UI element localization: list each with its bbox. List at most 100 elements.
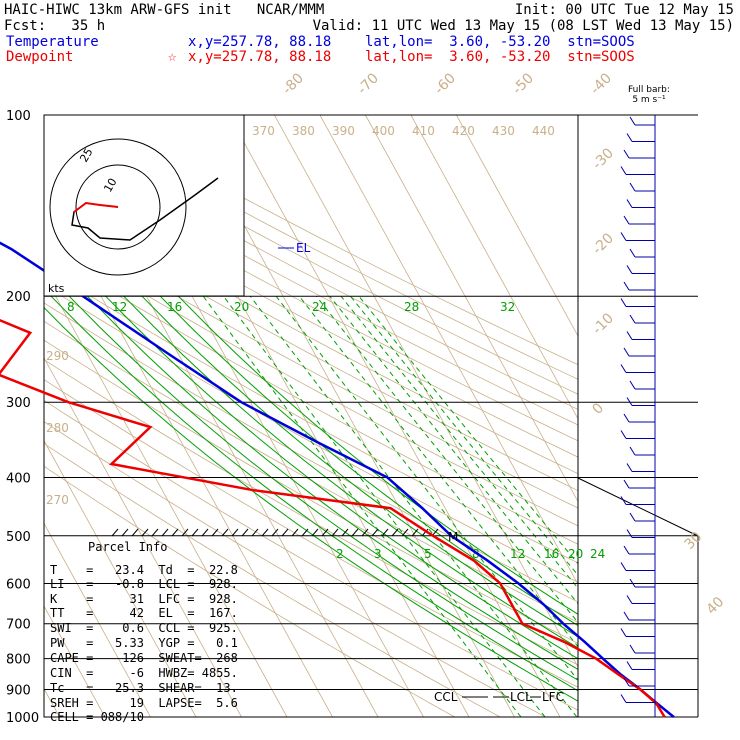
theta-label: 270	[46, 493, 69, 507]
barb-legend-line2: 5 m s⁻¹	[632, 95, 666, 105]
isotherm-line	[456, 115, 578, 337]
hatch-mark	[171, 528, 179, 537]
wind-barb-flag	[620, 166, 627, 175]
temperature-profile	[0, 241, 675, 718]
pressure-tick-label: 100	[6, 109, 31, 124]
wind-barb-flag	[629, 446, 636, 456]
hatch-mark	[371, 528, 379, 537]
hatch-mark	[161, 528, 169, 537]
hatch-mark	[201, 528, 209, 537]
wind-barb-flag	[620, 232, 627, 241]
wind-barb-flag	[620, 298, 627, 307]
isotherm-label: -20	[590, 230, 617, 257]
mixing-ratio-label: 3	[374, 547, 382, 561]
dry-adiabat-line	[92, 115, 578, 366]
forecast-hour: Fcst: 35 h	[4, 18, 106, 34]
wind-barb-flag	[623, 347, 630, 357]
wind-barb-flag	[626, 265, 633, 274]
hatch-mark	[351, 528, 359, 537]
hatch-mark	[231, 528, 239, 537]
dry-adiabat-line	[44, 201, 578, 492]
wind-barb-flag	[626, 529, 633, 538]
mixing-ratio-label: 8	[67, 300, 75, 314]
pressure-tick-label: 300	[6, 396, 31, 411]
wind-barb-flag	[629, 644, 636, 654]
parcel-row: PW = 5.33 YGP = 0.1	[50, 636, 238, 650]
mixing-ratio-line	[315, 295, 578, 624]
hatch-mark	[141, 528, 149, 537]
isotherm-label: -30	[590, 145, 617, 172]
hatch-mark	[321, 528, 329, 537]
annotation-m: M	[448, 530, 458, 544]
parcel-row: Tc = 25.3 SHEAR= 13.	[50, 681, 238, 695]
isotherm-label: -50	[510, 70, 537, 97]
mixing-ratio-line	[350, 295, 578, 576]
mixing-ratio-label: 16	[167, 300, 182, 314]
wind-barb-flag	[623, 479, 630, 489]
theta-label: 400	[372, 124, 395, 138]
frame-diagonal	[577, 477, 699, 537]
isotherm-line	[44, 357, 242, 717]
hatch-mark	[151, 528, 159, 537]
hodograph-box	[43, 114, 245, 297]
wind-barb-flag	[626, 661, 633, 670]
mixing-ratio-line	[249, 295, 578, 717]
wind-barb-flag	[623, 413, 630, 423]
wind-barb-flag	[623, 677, 630, 687]
wind-barb-flag	[626, 133, 633, 142]
wind-barb-flag	[623, 545, 630, 555]
hatch-mark	[391, 528, 399, 537]
dry-adiabat-line	[44, 267, 578, 564]
wind-barb-flag	[629, 380, 636, 390]
parcel-row: TT = 42 EL = 167.	[50, 606, 238, 620]
mixing-ratio-label: 20	[234, 300, 249, 314]
hatch-mark	[271, 528, 279, 537]
mixing-ratio-label: 20	[568, 547, 583, 561]
hatch-mark	[411, 528, 419, 537]
parcel-row: LI = -0.8 LCL = 928.	[50, 577, 238, 591]
init-time: Init: 00 UTC Tue 12 May 15	[514, 2, 734, 18]
dry-adiabat-line	[45, 115, 578, 395]
parcel-row: CELL = 088/10	[50, 710, 144, 724]
model-title: HAIC-HIWC 13km ARW-GFS init NCAR/MMM	[4, 2, 325, 18]
theta-label: 430	[492, 124, 515, 138]
isotherm-label: 30	[682, 529, 706, 553]
hodograph-axis-label: kts	[48, 282, 65, 295]
pressure-tick-label: 800	[6, 653, 31, 668]
theta-label: 380	[292, 124, 315, 138]
wind-barb-flag	[629, 314, 636, 324]
mixing-ratio-label: 12	[510, 547, 525, 561]
isotherm-line	[44, 439, 197, 717]
hatch-mark	[251, 528, 259, 537]
wind-barb-flag	[629, 578, 636, 588]
wind-barb-flag	[620, 562, 627, 571]
wind-barb-flag	[629, 248, 636, 258]
theta-label: 280	[46, 421, 69, 435]
dry-adiabat-line	[44, 359, 578, 666]
hatch-mark	[301, 528, 309, 537]
hatch-mark	[211, 528, 219, 537]
wind-barb-flag	[626, 463, 633, 472]
hatch-mark	[121, 528, 129, 537]
annotation-el: EL	[296, 241, 311, 255]
hatch-mark	[281, 528, 289, 537]
mixing-ratio-line	[223, 295, 546, 717]
pressure-tick-label: 400	[6, 471, 31, 486]
wind-barb-flag	[626, 331, 633, 340]
isotherm-line	[319, 115, 578, 586]
dry-adiabat-line	[44, 465, 455, 717]
hatch-mark	[221, 528, 229, 537]
wind-barb-flag	[626, 199, 633, 208]
isotherm-label: -70	[355, 70, 382, 97]
parcel-row: CIN = -6 HWBZ= 4855.	[50, 666, 238, 680]
pressure-tick-label: 1000	[6, 711, 39, 726]
pressure-tick-label: 700	[6, 618, 31, 633]
wind-barb-flag	[620, 430, 627, 439]
wind-barb-flag	[626, 595, 633, 604]
parcel-row: CAPE = 126 SWEAT= 268	[50, 651, 238, 665]
dry-adiabat-line	[44, 141, 578, 426]
dewpoint-legend-info: x,y=257.78, 88.18 lat,lon= 3.60, -53.20 …	[188, 49, 635, 65]
mixing-ratio-label: 24	[590, 547, 605, 561]
hatch-mark	[241, 528, 249, 537]
wind-barb-flag	[629, 182, 636, 192]
